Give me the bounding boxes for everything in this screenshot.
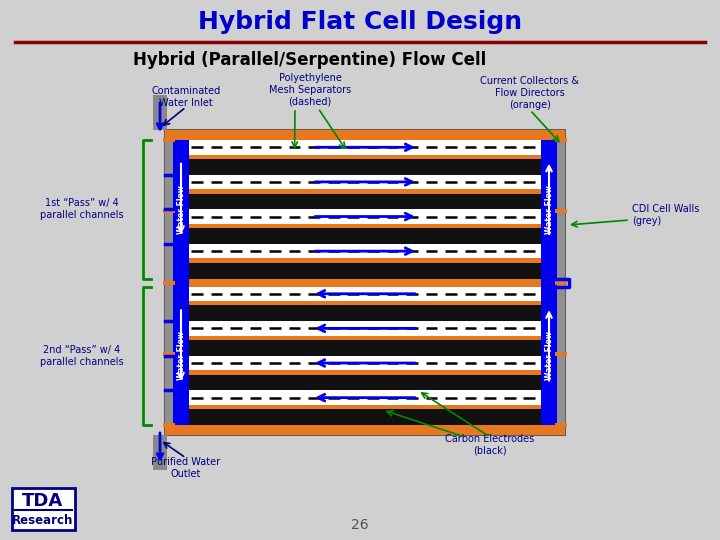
Bar (189, 174, 541, 189)
Text: Polyethylene
Mesh Separators
(dashed): Polyethylene Mesh Separators (dashed) (269, 73, 351, 106)
Bar (165, 130, 565, 435)
Bar (189, 409, 541, 425)
Bar (163, 352, 175, 356)
Text: TDA: TDA (22, 492, 63, 510)
Bar (557, 140, 565, 425)
Text: 1st “Pass” w/ 4
parallel channels: 1st “Pass” w/ 4 parallel channels (40, 198, 124, 220)
Text: Purified Water
Outlet: Purified Water Outlet (151, 457, 220, 479)
Bar (153, 95, 167, 130)
Bar (189, 405, 541, 409)
Bar (555, 352, 567, 356)
Bar (173, 140, 557, 425)
Bar (189, 390, 541, 405)
Bar (189, 228, 541, 244)
Text: Carbon Electrodes
(black): Carbon Electrodes (black) (446, 434, 535, 456)
Bar (189, 189, 541, 193)
Bar (173, 140, 189, 425)
Bar (12, 488, 75, 530)
Bar (165, 140, 173, 425)
Bar (189, 224, 541, 228)
Bar (189, 356, 541, 370)
Bar (163, 423, 175, 427)
Text: Water Flow: Water Flow (176, 185, 186, 234)
Bar (189, 259, 541, 263)
Text: Hybrid (Parallel/Serpentine) Flow Cell: Hybrid (Parallel/Serpentine) Flow Cell (133, 51, 487, 69)
Bar (555, 423, 567, 427)
Bar (189, 154, 541, 159)
Bar (163, 138, 175, 142)
Bar (189, 193, 541, 209)
Bar (189, 375, 541, 390)
Bar (189, 301, 541, 306)
Bar (163, 209, 175, 213)
Bar (165, 130, 565, 140)
Text: 26: 26 (351, 518, 369, 532)
Bar (189, 209, 541, 224)
Text: Current Collectors &
Flow Directors
(orange): Current Collectors & Flow Directors (ora… (480, 76, 580, 110)
Bar (555, 280, 567, 285)
Text: Water Flow: Water Flow (544, 185, 554, 234)
Bar (189, 336, 541, 340)
Bar (163, 280, 175, 285)
Bar (541, 140, 557, 425)
Text: Water Flow: Water Flow (544, 332, 554, 380)
Bar (189, 279, 541, 287)
Bar (189, 244, 541, 259)
Bar (189, 340, 541, 356)
Bar (189, 263, 541, 279)
Bar (189, 321, 541, 336)
Bar (189, 370, 541, 375)
Bar (165, 425, 565, 435)
Bar (555, 209, 567, 213)
Text: Contaminated
Water Inlet: Contaminated Water Inlet (151, 86, 220, 108)
Bar (189, 159, 541, 174)
Bar (189, 140, 541, 154)
Bar (153, 435, 167, 470)
Text: 2nd “Pass” w/ 4
parallel channels: 2nd “Pass” w/ 4 parallel channels (40, 345, 124, 367)
Text: CDI Cell Walls
(grey): CDI Cell Walls (grey) (632, 204, 699, 226)
Bar (555, 138, 567, 142)
Text: Research: Research (12, 515, 73, 528)
Bar (189, 306, 541, 321)
Bar (189, 287, 541, 301)
Text: Water Flow: Water Flow (176, 332, 186, 380)
Text: Hybrid Flat Cell Design: Hybrid Flat Cell Design (198, 10, 522, 34)
